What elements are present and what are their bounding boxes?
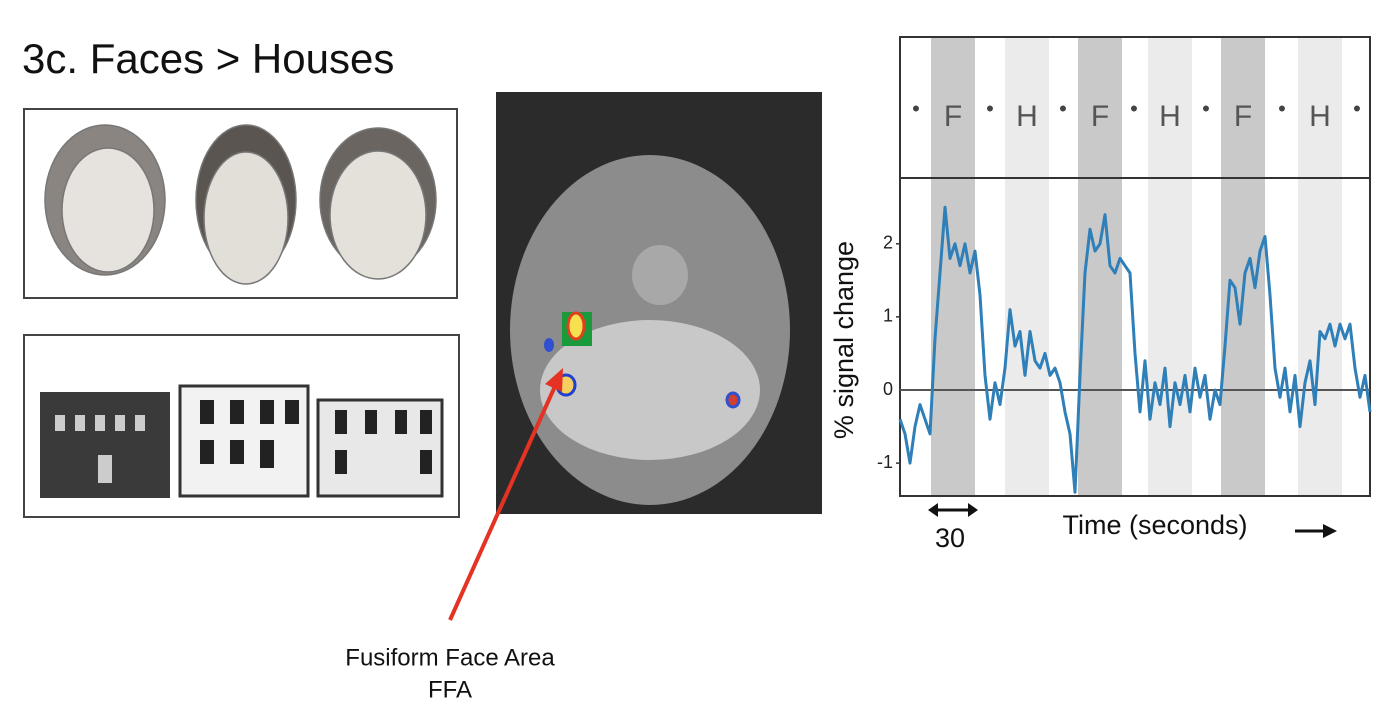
chart: F H F H F H • • • • • • • -1 0 1 2 % signal change Time (s… (829, 36, 1372, 553)
scale-bar-head (968, 503, 978, 517)
scale-bar-label: 30 (935, 523, 965, 553)
arrow-head (545, 368, 563, 392)
x-arrow-head (1323, 524, 1337, 538)
block-separator: • (1130, 96, 1138, 121)
y-tick-label: 1 (883, 306, 893, 326)
block-separator: • (1353, 96, 1361, 121)
house-windows (200, 400, 432, 474)
plot-frame (899, 36, 1371, 497)
activation (544, 338, 554, 352)
block-label: F (944, 100, 962, 133)
y-tick-label: 0 (883, 379, 893, 399)
block-separator: • (1059, 96, 1067, 121)
block-separator: • (1202, 96, 1210, 121)
signal-line (898, 205, 1372, 494)
faces (44, 124, 437, 285)
y-axis-label: % signal change (829, 241, 859, 439)
block-separator: • (986, 96, 994, 121)
activation (725, 391, 741, 409)
brain-scan (496, 92, 822, 514)
block-label: H (1016, 100, 1038, 133)
block-label: H (1309, 100, 1331, 133)
brainstem (632, 245, 688, 305)
x-axis-label: Time (seconds) (1062, 510, 1247, 540)
condition-band (1298, 37, 1342, 496)
annotation: Fusiform Face Area (345, 644, 555, 671)
y-tick-label: 2 (883, 233, 893, 253)
block-label: F (1091, 100, 1109, 133)
houses-panel (23, 334, 460, 518)
block-separator: • (1278, 96, 1286, 121)
cerebellum (540, 320, 760, 460)
house-windows-light (55, 415, 145, 483)
annotation: FFA (428, 676, 472, 703)
block-separator: • (912, 96, 920, 121)
block-label: H (1159, 100, 1181, 133)
title: 3c. Faces > Houses (22, 35, 394, 82)
faces-panel (23, 108, 458, 299)
block-label: F (1234, 100, 1252, 133)
pointer-arrow (448, 383, 558, 621)
plot-background (900, 37, 1370, 496)
activation (566, 311, 586, 341)
y-tick-label: -1 (877, 452, 893, 472)
scale-bar-head (928, 503, 938, 517)
condition-band (1005, 37, 1049, 496)
